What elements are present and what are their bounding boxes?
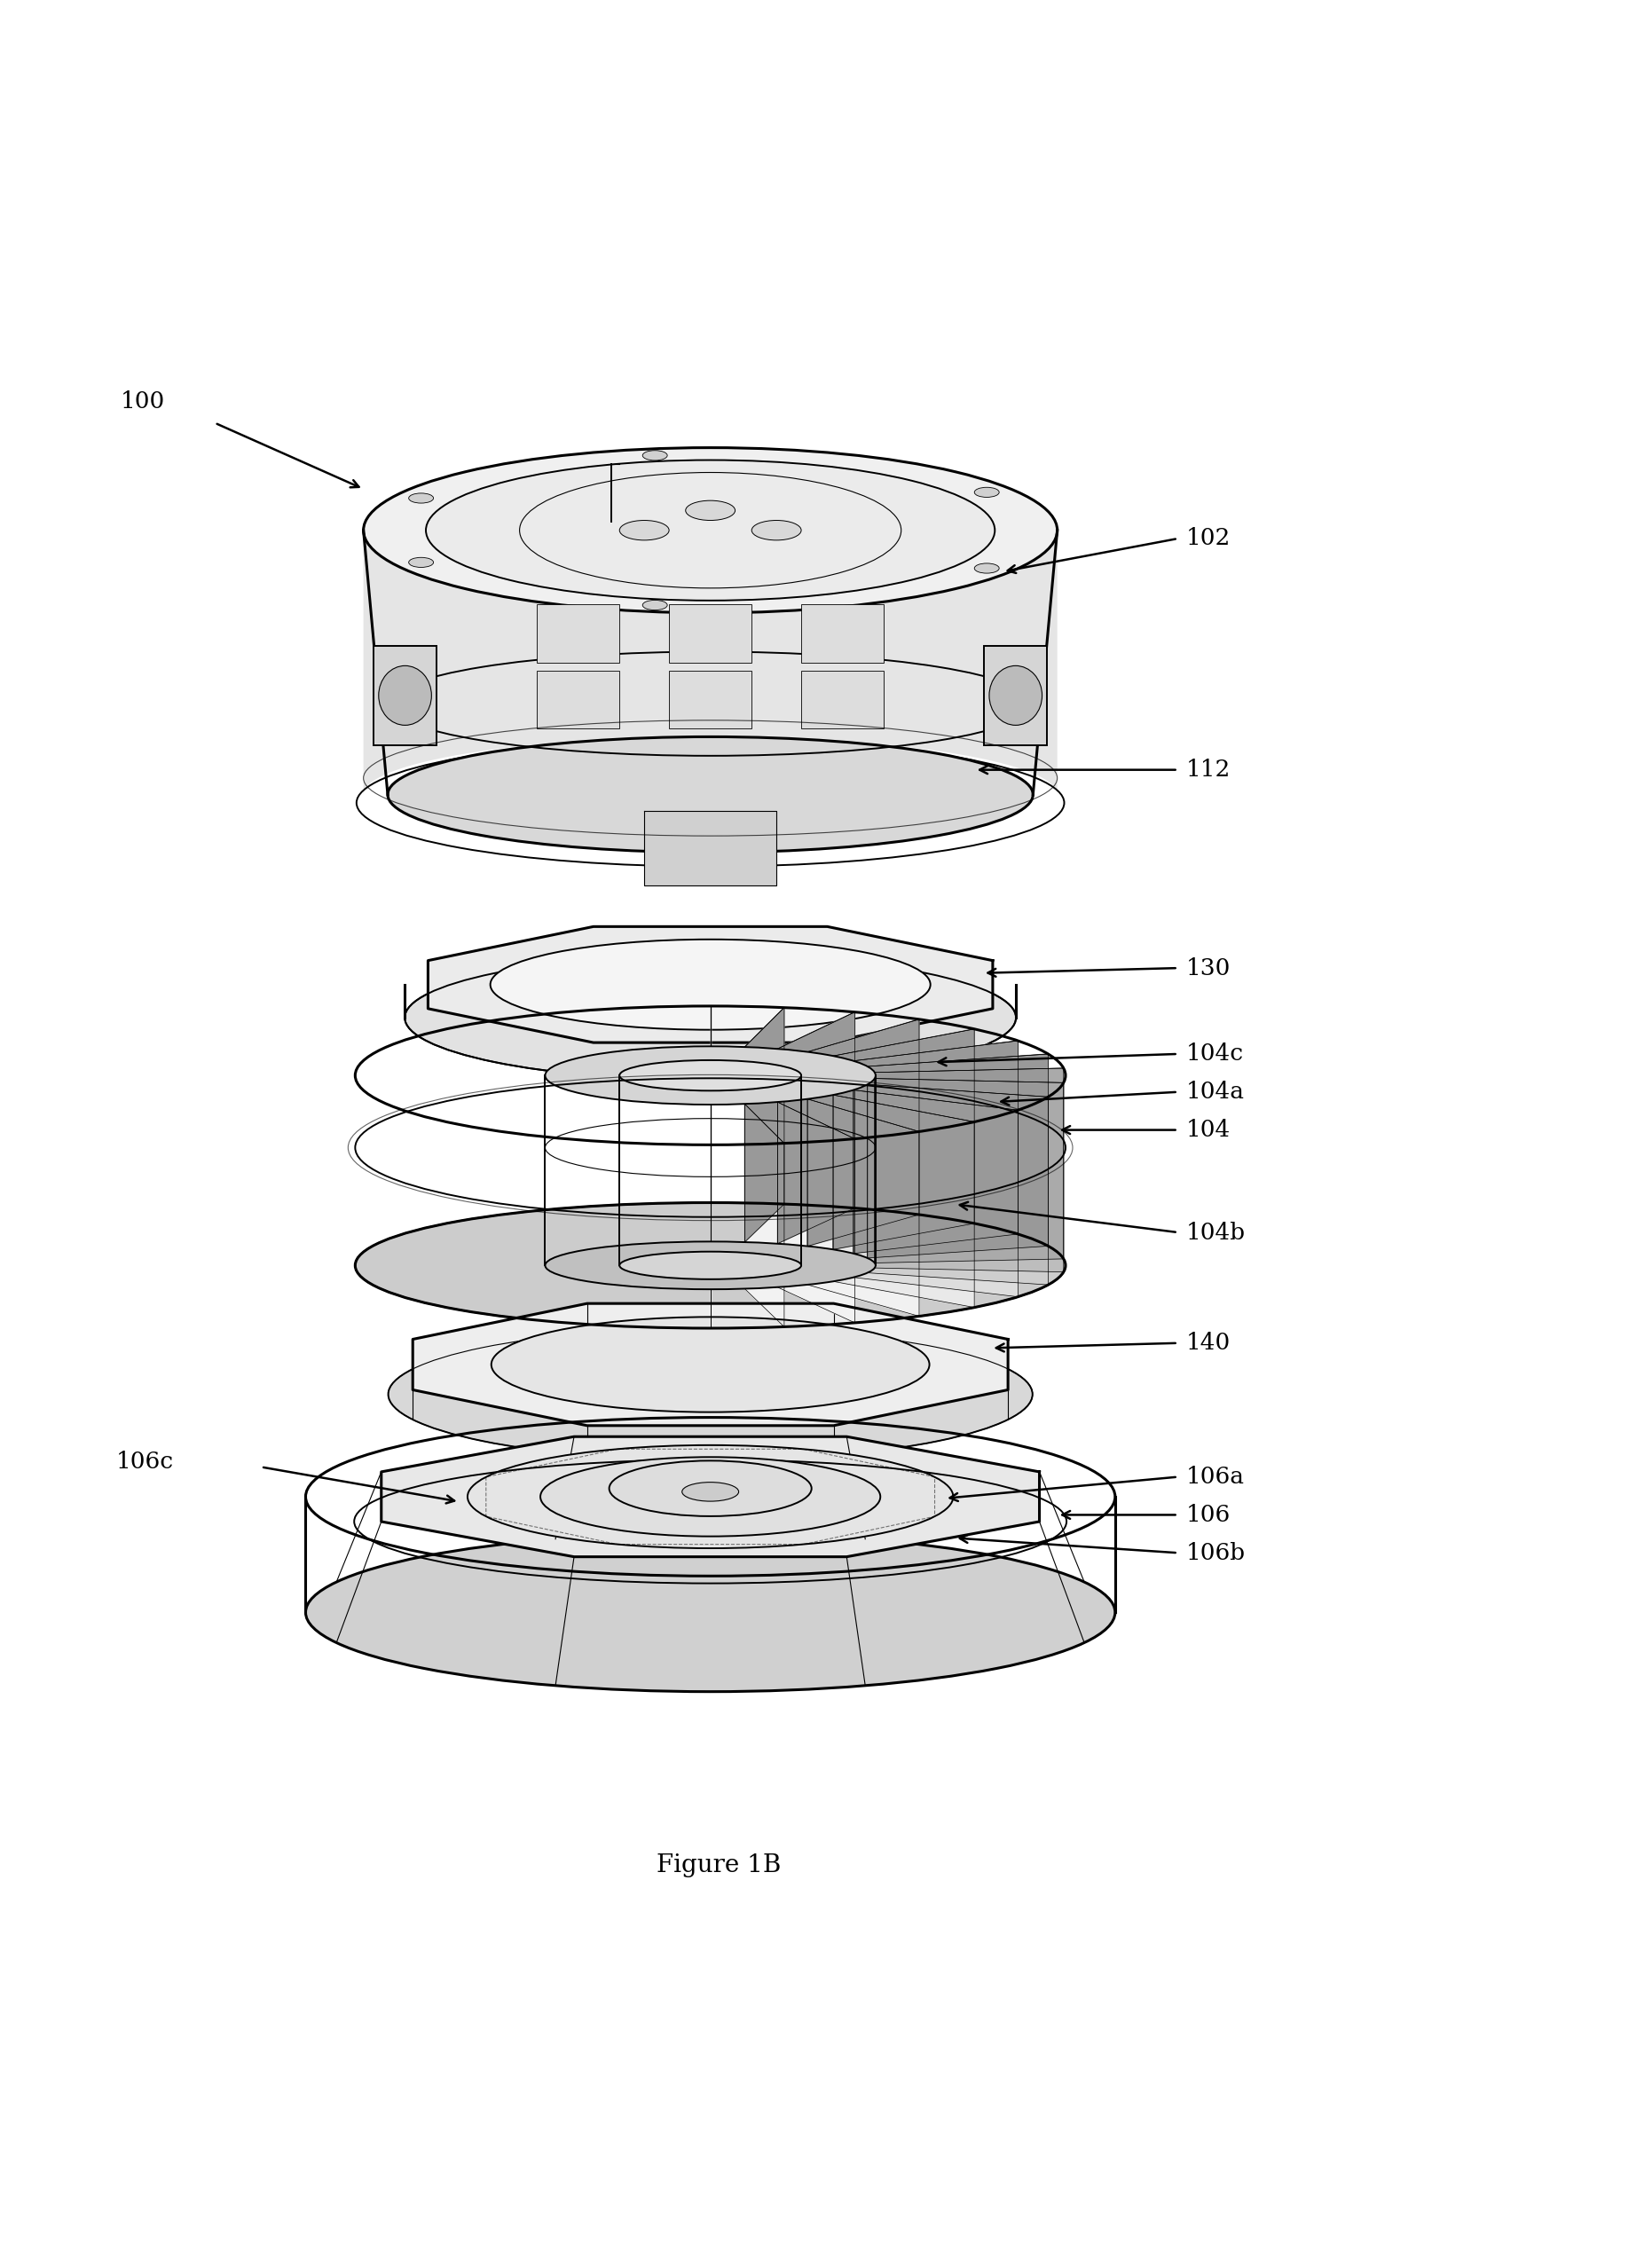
Text: 130: 130 [1186, 956, 1231, 979]
Ellipse shape [363, 448, 1057, 612]
Bar [985, 646, 1047, 745]
Bar [537, 605, 620, 662]
Ellipse shape [975, 562, 999, 574]
Ellipse shape [975, 488, 999, 497]
Ellipse shape [620, 1251, 801, 1280]
Text: 104c: 104c [1186, 1042, 1244, 1064]
Ellipse shape [388, 1328, 1032, 1460]
Polygon shape [382, 1438, 1039, 1557]
Text: 104a: 104a [1186, 1080, 1244, 1103]
Polygon shape [745, 1105, 785, 1327]
Polygon shape [778, 1013, 854, 1244]
Polygon shape [778, 1102, 854, 1323]
Ellipse shape [468, 1445, 953, 1548]
Text: 106b: 106b [1186, 1541, 1246, 1564]
Bar [669, 605, 752, 662]
Ellipse shape [686, 500, 735, 520]
Ellipse shape [643, 601, 667, 610]
Text: 106a: 106a [1186, 1465, 1244, 1487]
Bar [801, 605, 884, 662]
Bar [669, 670, 752, 729]
Polygon shape [833, 1028, 975, 1249]
Ellipse shape [620, 520, 669, 540]
Text: Figure 1B: Figure 1B [656, 1854, 781, 1876]
Text: 140: 140 [1186, 1332, 1231, 1354]
Ellipse shape [378, 666, 431, 724]
Ellipse shape [540, 1458, 881, 1537]
Ellipse shape [752, 520, 801, 540]
Polygon shape [874, 1078, 1064, 1271]
Ellipse shape [545, 1242, 876, 1289]
Ellipse shape [405, 954, 1016, 1080]
Text: 100: 100 [121, 389, 165, 412]
Ellipse shape [306, 1532, 1115, 1692]
Ellipse shape [643, 450, 667, 461]
Polygon shape [745, 1008, 785, 1242]
Polygon shape [644, 810, 776, 886]
Ellipse shape [355, 1204, 1066, 1327]
Polygon shape [363, 531, 1057, 794]
Polygon shape [867, 1084, 1047, 1285]
Polygon shape [867, 1053, 1047, 1258]
Ellipse shape [426, 459, 995, 601]
Ellipse shape [491, 1316, 930, 1413]
Polygon shape [808, 1098, 919, 1316]
Polygon shape [833, 1096, 975, 1307]
Polygon shape [854, 1042, 1018, 1253]
Text: 106c: 106c [116, 1451, 173, 1474]
Text: 104: 104 [1186, 1118, 1231, 1141]
Bar [537, 670, 620, 729]
Polygon shape [413, 1303, 1008, 1427]
Bar [801, 670, 884, 729]
Ellipse shape [491, 940, 930, 1030]
Polygon shape [428, 927, 993, 1042]
Ellipse shape [682, 1483, 738, 1501]
Polygon shape [808, 1019, 919, 1246]
Text: 102: 102 [1186, 526, 1231, 549]
Ellipse shape [408, 493, 433, 504]
Ellipse shape [610, 1460, 811, 1517]
Ellipse shape [545, 1046, 876, 1105]
Bar [373, 646, 436, 745]
Polygon shape [854, 1089, 1018, 1296]
Ellipse shape [990, 666, 1042, 724]
Ellipse shape [408, 558, 433, 567]
Text: 106: 106 [1186, 1503, 1231, 1526]
Ellipse shape [388, 736, 1032, 853]
Polygon shape [874, 1069, 1064, 1262]
Text: 112: 112 [1186, 758, 1231, 781]
Ellipse shape [620, 1060, 801, 1091]
Text: 104b: 104b [1186, 1222, 1246, 1244]
